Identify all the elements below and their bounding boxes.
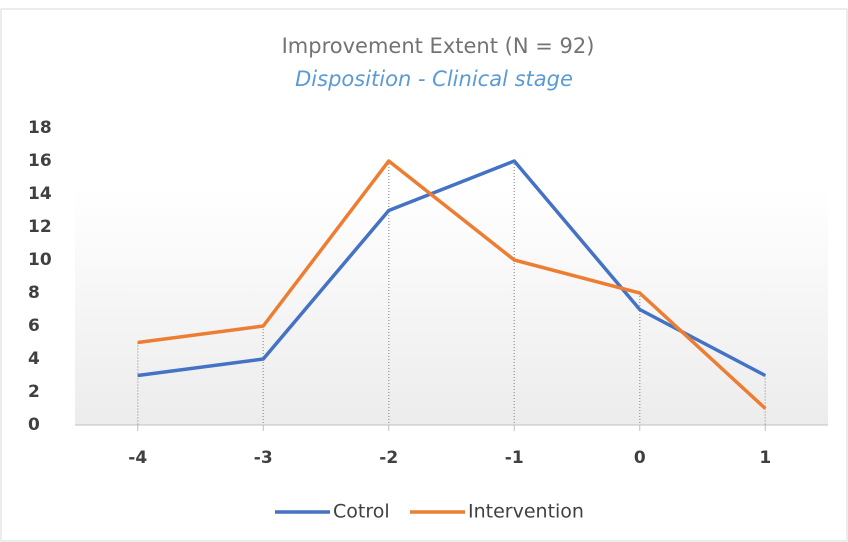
y-tick-label: 2 bbox=[28, 382, 40, 402]
chart-subtitle: Disposition - Clinical stage bbox=[295, 67, 573, 91]
x-tick-label: -2 bbox=[379, 448, 398, 468]
x-tick-label: 0 bbox=[634, 448, 646, 468]
y-tick-label: 12 bbox=[28, 217, 52, 237]
y-tick-label: 0 bbox=[28, 415, 40, 435]
plot-area bbox=[75, 128, 828, 425]
legend-label: Intervention bbox=[468, 501, 584, 523]
y-tick-label: 10 bbox=[28, 250, 52, 270]
series-line bbox=[137, 159, 767, 410]
y-tick-label: 16 bbox=[28, 151, 52, 171]
x-tick-label: -3 bbox=[254, 448, 273, 468]
legend-label: Cotrol bbox=[333, 501, 390, 523]
y-tick-label: 14 bbox=[28, 184, 52, 204]
chart-title: Improvement Extent (N = 92) bbox=[282, 34, 595, 58]
y-tick-label: 4 bbox=[28, 349, 40, 369]
x-tick-label: -4 bbox=[128, 448, 147, 468]
y-tick-label: 18 bbox=[28, 118, 52, 138]
y-tick-label: 8 bbox=[28, 283, 40, 303]
x-tick-label: -1 bbox=[505, 448, 524, 468]
x-tick-label: 1 bbox=[759, 448, 771, 468]
y-tick-label: 6 bbox=[28, 316, 40, 336]
series-line bbox=[137, 159, 767, 378]
